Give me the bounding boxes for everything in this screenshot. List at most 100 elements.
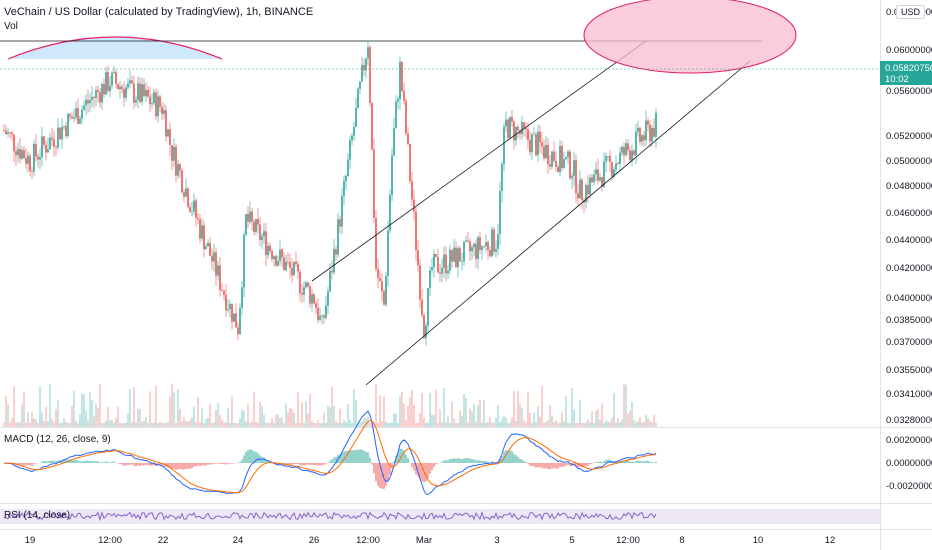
candle-body: [103, 84, 105, 95]
macd-histogram-bar: [327, 462, 329, 463]
candles: [3, 41, 657, 346]
macd-histogram-bar: [261, 456, 263, 463]
volume-bar: [233, 422, 235, 427]
candle-body: [547, 144, 549, 165]
macd-histogram-bar: [91, 461, 93, 463]
currency-badge[interactable]: USD: [896, 5, 926, 19]
macd-histogram-bar: [115, 462, 117, 463]
candle-body: [471, 247, 473, 252]
candle-body: [187, 188, 189, 207]
candle-body: [345, 176, 347, 181]
macd-histogram-bar: [147, 463, 149, 466]
volume-bar: [25, 422, 27, 427]
volume-bar: [81, 393, 83, 427]
macd-histogram-bar: [307, 463, 309, 465]
volume-bar: [349, 419, 351, 427]
volume-bar: [35, 419, 37, 427]
time-tick-label: 26: [309, 535, 320, 546]
volume-bar: [505, 417, 507, 427]
macd-histogram-bar: [631, 461, 633, 463]
candle-body: [17, 148, 19, 156]
candle-body: [417, 250, 419, 266]
volume-bar: [121, 422, 123, 427]
volume-bars: [3, 383, 657, 427]
volume-bar: [605, 420, 607, 427]
macd-histogram-bar: [471, 459, 473, 463]
candle-body: [475, 243, 477, 259]
candle-body: [647, 120, 649, 125]
macd-histogram-bar: [219, 463, 221, 464]
macd-histogram-bar: [405, 454, 407, 463]
macd-histogram-bar: [105, 461, 107, 463]
candle-body: [223, 290, 225, 296]
macd-histogram-bar: [179, 463, 181, 469]
volume-bar: [103, 422, 105, 427]
volume-bar: [487, 422, 489, 427]
macd-histogram-bar: [521, 459, 523, 463]
macd-histogram-bar: [317, 463, 319, 466]
macd-histogram-bar: [383, 463, 385, 489]
macd-axis: 0.00200000 0.00000000 -0.00200000: [886, 435, 932, 492]
volume-bar: [545, 421, 547, 427]
macd-histogram-bar: [139, 463, 141, 467]
candle-body: [311, 294, 313, 304]
volume-bar: [631, 402, 633, 427]
candle-body: [579, 179, 581, 199]
candle-body: [225, 295, 227, 311]
volume-bar: [285, 403, 287, 427]
macd-histogram-bar: [311, 463, 313, 465]
volume-bar: [391, 422, 393, 427]
macd-histogram-bar: [251, 449, 253, 463]
volume-bar: [247, 404, 249, 427]
macd-histogram-bar: [379, 463, 381, 489]
candle-body: [175, 146, 177, 176]
macd-histogram-bar: [455, 458, 457, 463]
macd-histogram-bar: [81, 461, 83, 463]
volume-bar: [331, 386, 333, 427]
macd-histogram-bar: [209, 463, 211, 465]
candle-body: [389, 195, 391, 231]
volume-bar: [295, 422, 297, 427]
candle-body: [145, 89, 147, 97]
macd-histogram-bar: [119, 463, 121, 465]
volume-bar: [115, 417, 117, 427]
volume-bar: [59, 422, 61, 427]
volume-bar: [413, 404, 415, 427]
candle-body: [287, 261, 289, 263]
macd-histogram-bar: [201, 463, 203, 466]
candle-body: [135, 99, 137, 103]
macd-histogram-bar: [465, 458, 467, 463]
volume-bar: [337, 422, 339, 427]
macd-histogram-bar: [445, 460, 447, 463]
candle-body: [261, 236, 263, 240]
volume-bar: [197, 397, 199, 427]
candle-body: [7, 132, 9, 135]
volume-bar: [379, 395, 381, 427]
countdown-value: 10:02: [885, 74, 909, 85]
macd-histogram-bar: [69, 459, 71, 463]
volume-bar: [267, 422, 269, 427]
candle-body: [621, 146, 623, 153]
volume-bar: [635, 422, 637, 427]
macd-histogram-bar: [563, 463, 565, 467]
candle-body: [315, 303, 317, 309]
target-ellipse: [583, 0, 797, 74]
macd-histogram-bar: [335, 456, 337, 463]
macd-histogram-bar: [73, 460, 75, 463]
candle-body: [539, 131, 541, 143]
candle-body: [111, 72, 113, 86]
volume-bar: [625, 384, 627, 427]
volume-bar: [615, 422, 617, 427]
volume-bar: [65, 421, 67, 427]
macd-histogram-bar: [385, 463, 387, 487]
volume-bar: [369, 422, 371, 427]
macd-histogram-bar: [641, 461, 643, 463]
volume-bar: [163, 422, 165, 427]
rsi-label: RSI (14, close): [4, 510, 71, 521]
volume-bar: [205, 419, 207, 427]
candle-body: [509, 117, 511, 139]
macd-histogram-bar: [425, 463, 427, 482]
candle-body: [591, 177, 593, 183]
macd-histogram-bar: [633, 462, 635, 463]
